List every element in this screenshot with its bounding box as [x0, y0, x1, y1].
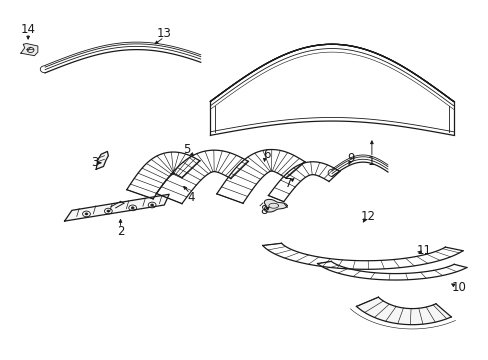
Polygon shape	[21, 44, 38, 56]
Text: 10: 10	[451, 281, 466, 294]
Circle shape	[131, 207, 134, 209]
Text: 8: 8	[260, 203, 267, 216]
Text: 4: 4	[187, 191, 194, 204]
Text: 7: 7	[284, 177, 291, 190]
Text: 9: 9	[347, 152, 354, 165]
Circle shape	[107, 210, 110, 212]
Text: 3: 3	[91, 156, 98, 169]
Circle shape	[85, 213, 88, 215]
Text: 13: 13	[157, 27, 171, 40]
Polygon shape	[356, 297, 450, 325]
Text: 5: 5	[183, 143, 190, 156]
Text: 1: 1	[367, 154, 375, 167]
Text: 12: 12	[360, 210, 375, 223]
Polygon shape	[96, 152, 108, 169]
Circle shape	[150, 204, 153, 206]
Text: 6: 6	[262, 148, 269, 161]
Text: 14: 14	[20, 23, 36, 36]
Text: 11: 11	[416, 244, 431, 257]
Polygon shape	[264, 199, 287, 212]
Text: 2: 2	[117, 225, 124, 238]
Polygon shape	[64, 194, 169, 221]
